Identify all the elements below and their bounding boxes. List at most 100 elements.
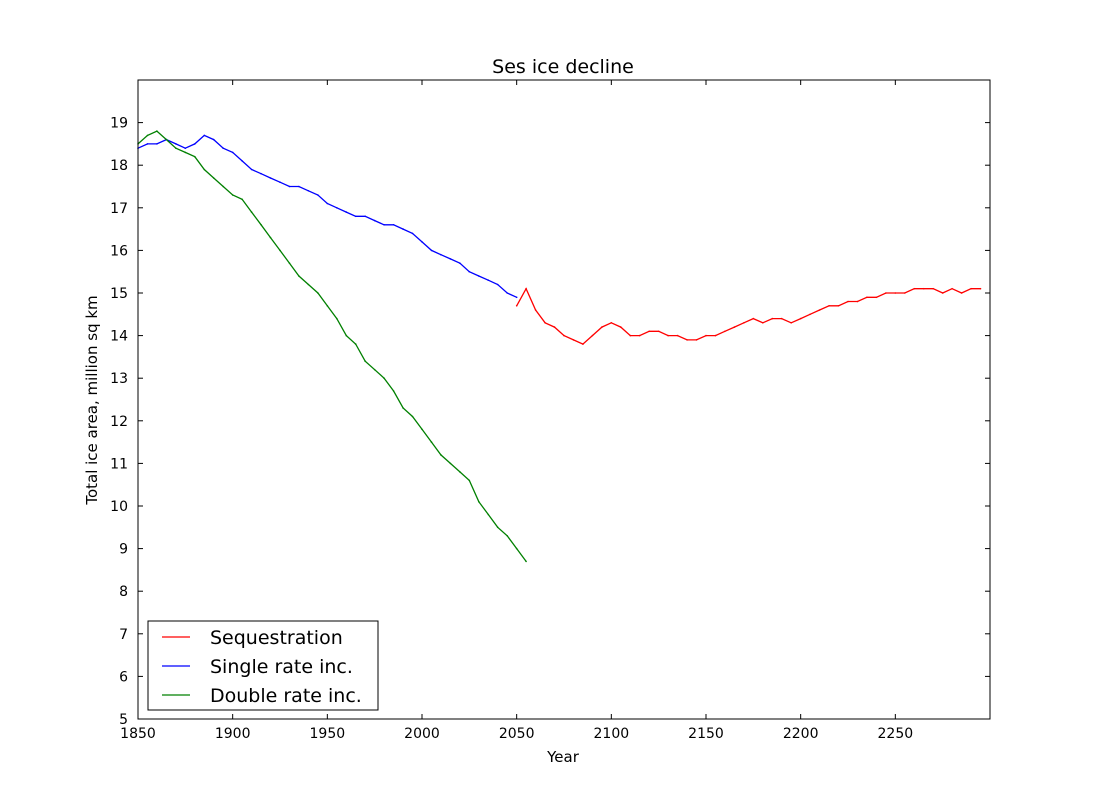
legend: Sequestration Single rate inc. Double rate… bbox=[147, 620, 379, 711]
data-point bbox=[165, 138, 168, 141]
data-point bbox=[364, 215, 367, 218]
data-point bbox=[638, 334, 641, 337]
data-point bbox=[885, 292, 887, 294]
data-point bbox=[402, 228, 404, 230]
y-tick-label: 11 bbox=[110, 456, 128, 472]
data-point bbox=[326, 305, 329, 307]
data-point bbox=[392, 224, 395, 226]
data-point bbox=[317, 194, 319, 196]
data-point bbox=[250, 168, 253, 171]
data-point bbox=[175, 143, 177, 145]
data-point bbox=[544, 322, 546, 324]
data-point bbox=[818, 309, 821, 311]
data-point bbox=[156, 143, 158, 145]
data-point bbox=[194, 155, 196, 158]
data-point bbox=[591, 334, 594, 337]
data-point bbox=[582, 343, 584, 345]
data-point bbox=[506, 292, 509, 294]
data-point bbox=[241, 198, 243, 201]
y-tick-label: 13 bbox=[110, 371, 128, 387]
data-point bbox=[525, 560, 527, 563]
data-point bbox=[837, 305, 840, 307]
data-point bbox=[430, 441, 433, 443]
data-point bbox=[402, 407, 404, 409]
series-double-rate-inc bbox=[137, 130, 527, 563]
plot-area-frame bbox=[137, 79, 991, 720]
y-tick-label: 5 bbox=[119, 712, 128, 728]
data-point bbox=[743, 322, 745, 324]
data-point bbox=[421, 241, 423, 243]
data-point bbox=[222, 185, 224, 188]
legend-label: Sequestration bbox=[210, 627, 343, 649]
data-point bbox=[288, 185, 291, 188]
y-tick-label: 18 bbox=[110, 158, 128, 174]
data-point bbox=[459, 471, 461, 473]
data-point bbox=[383, 377, 385, 380]
y-tick-label: 14 bbox=[110, 329, 128, 345]
data-point bbox=[733, 326, 736, 328]
x-tick-label: 2200 bbox=[783, 726, 819, 742]
data-point bbox=[231, 194, 234, 196]
data-point bbox=[326, 202, 329, 205]
y-tick-label: 9 bbox=[119, 542, 128, 558]
data-point bbox=[307, 190, 310, 192]
data-point bbox=[610, 322, 613, 324]
data-point bbox=[459, 262, 461, 265]
data-point bbox=[307, 283, 310, 286]
data-point bbox=[194, 143, 196, 145]
chart-title: Ses ice decline bbox=[492, 56, 634, 78]
data-point bbox=[260, 172, 262, 175]
x-tick-label: 2000 bbox=[404, 726, 440, 742]
series-line-sequestration bbox=[516, 287, 981, 345]
data-point bbox=[468, 479, 471, 482]
data-point bbox=[780, 317, 783, 320]
data-point bbox=[866, 296, 868, 299]
data-point bbox=[269, 177, 272, 179]
data-point bbox=[799, 317, 802, 320]
data-point bbox=[979, 287, 982, 290]
series-layer bbox=[137, 130, 982, 563]
data-point bbox=[856, 300, 859, 303]
data-point bbox=[922, 287, 925, 290]
data-point bbox=[695, 339, 698, 341]
data-point bbox=[601, 326, 603, 328]
data-point bbox=[629, 334, 632, 337]
data-point bbox=[762, 322, 764, 324]
data-point bbox=[970, 287, 972, 290]
data-point bbox=[752, 317, 755, 320]
x-tick-label: 1950 bbox=[310, 726, 346, 742]
data-point bbox=[298, 185, 300, 188]
series-line-single-rate-inc bbox=[137, 134, 517, 298]
data-point bbox=[354, 343, 357, 345]
x-tick-label: 2150 bbox=[688, 726, 724, 742]
data-point bbox=[525, 287, 527, 290]
data-point bbox=[496, 526, 499, 529]
data-point bbox=[676, 334, 679, 337]
data-point bbox=[657, 330, 660, 333]
y-tick-label: 12 bbox=[110, 414, 128, 430]
data-point bbox=[506, 535, 509, 537]
data-point bbox=[790, 322, 792, 324]
data-point bbox=[212, 138, 215, 141]
data-point bbox=[515, 305, 518, 307]
series-single-rate-inc bbox=[137, 134, 518, 299]
data-point bbox=[960, 292, 963, 294]
x-tick-label: 2050 bbox=[499, 726, 535, 742]
data-point bbox=[705, 334, 707, 337]
data-point bbox=[222, 147, 224, 149]
ticks-layer: 1850 1900 1950 2000 2050 2100 2150 2200 2250 5 6 7 8… bbox=[110, 80, 990, 742]
data-point bbox=[212, 177, 215, 179]
data-point bbox=[383, 224, 385, 226]
y-tick-label: 8 bbox=[119, 584, 128, 600]
data-point bbox=[941, 292, 944, 294]
data-point bbox=[146, 134, 149, 137]
data-point bbox=[364, 360, 367, 363]
data-point bbox=[269, 236, 272, 239]
data-point bbox=[553, 326, 556, 328]
data-point bbox=[686, 339, 688, 341]
data-point bbox=[904, 292, 906, 294]
data-point bbox=[279, 249, 281, 252]
data-point bbox=[478, 500, 480, 503]
y-tick-label: 16 bbox=[110, 243, 128, 259]
y-tick-label: 7 bbox=[119, 627, 128, 643]
